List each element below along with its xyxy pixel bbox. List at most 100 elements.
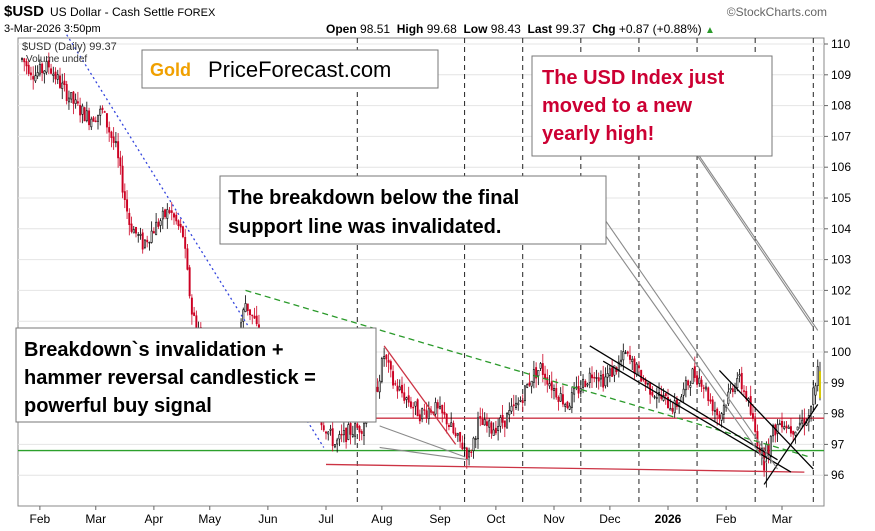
candle-body: [385, 354, 388, 360]
candle: [63, 72, 66, 92]
candle: [711, 396, 714, 416]
candle-body: [637, 365, 640, 369]
candle-body: [626, 351, 629, 354]
candle-body: [21, 58, 23, 60]
candle: [152, 227, 155, 234]
candle: [463, 437, 466, 458]
new-high-line-3: yearly high!: [542, 123, 654, 145]
candle-body: [434, 402, 437, 415]
candle: [713, 401, 716, 422]
candle: [443, 402, 446, 419]
candle-body: [423, 409, 426, 411]
candle: [611, 360, 614, 377]
candle: [588, 367, 591, 389]
candle-body: [414, 401, 417, 407]
candle-body: [535, 367, 538, 379]
candle: [159, 218, 162, 233]
candle-body: [731, 388, 734, 392]
candle-body: [711, 399, 714, 412]
candle-body: [553, 388, 555, 391]
candle-body: [655, 397, 658, 399]
candle: [103, 110, 106, 113]
candle: [190, 294, 193, 325]
x-tick-label: Feb: [30, 512, 51, 526]
candle-body: [253, 315, 256, 319]
candle: [488, 418, 491, 437]
candle: [150, 221, 153, 244]
candle: [351, 425, 354, 438]
candle-body: [461, 442, 464, 450]
x-tick-label: Jun: [258, 512, 277, 526]
candle: [108, 121, 111, 142]
candle-body: [805, 422, 808, 426]
candle-body: [792, 430, 795, 435]
candle: [385, 353, 388, 367]
open-label: Open: [326, 22, 357, 36]
timestamp: 3-Mar-2026 3:50pm: [4, 23, 101, 35]
candle-body: [450, 422, 453, 427]
candle-body: [358, 426, 361, 433]
candle: [503, 420, 506, 438]
candle: [146, 235, 149, 248]
candle: [336, 437, 339, 453]
candle-body: [599, 375, 602, 380]
candle-body: [94, 120, 97, 122]
candle: [398, 379, 401, 392]
candle: [535, 362, 538, 388]
candle: [586, 382, 589, 388]
candle: [389, 359, 392, 378]
legend-volume: Volume undef: [26, 54, 87, 65]
candle: [646, 382, 649, 388]
candle-body: [613, 365, 616, 376]
candle-body: [249, 309, 251, 316]
candle: [604, 367, 607, 389]
candle: [559, 387, 562, 402]
candle: [751, 404, 754, 422]
candle-body: [126, 199, 129, 212]
candle-body: [497, 426, 500, 431]
candle-body: [492, 429, 495, 436]
candle-body: [436, 402, 439, 409]
candle-body: [720, 413, 723, 421]
candle-body: [494, 427, 497, 434]
candle-body: [510, 405, 513, 412]
candle-body: [418, 414, 421, 422]
candle-body: [336, 439, 339, 445]
candle: [568, 402, 571, 411]
x-tick-label: Aug: [371, 512, 392, 526]
candle: [801, 409, 804, 429]
candle: [327, 431, 330, 441]
candle: [798, 414, 801, 429]
candle: [155, 213, 158, 236]
last-value: 99.37: [555, 22, 586, 36]
candle: [709, 393, 712, 404]
candle-body: [445, 413, 448, 425]
candle-body: [479, 415, 482, 419]
callout-new-high: The USD Index just moved to a new yearly…: [531, 55, 773, 157]
candle-body: [244, 303, 247, 312]
candle-body: [722, 405, 725, 415]
candle: [412, 402, 415, 418]
trend-line: [245, 289, 810, 458]
candle-body: [684, 380, 687, 391]
candle: [360, 429, 363, 441]
watermark: ©StockCharts.com: [726, 5, 827, 19]
candle-body: [653, 396, 656, 398]
candle-body: [152, 231, 155, 234]
candle-body: [472, 437, 475, 451]
candle-body: [584, 380, 587, 388]
candle-body: [76, 101, 79, 104]
candle: [110, 130, 113, 148]
candle-body: [50, 68, 53, 74]
candle: [539, 361, 542, 372]
high-label: High: [396, 22, 424, 36]
candle-body: [146, 239, 149, 243]
y-tick-label: 107: [831, 129, 851, 143]
candle-body: [530, 380, 533, 387]
candle: [59, 67, 61, 90]
candle: [477, 411, 479, 449]
trend-line: [763, 403, 819, 485]
candle-body: [751, 413, 754, 419]
candle-body: [72, 91, 75, 104]
candle-body: [114, 141, 117, 144]
